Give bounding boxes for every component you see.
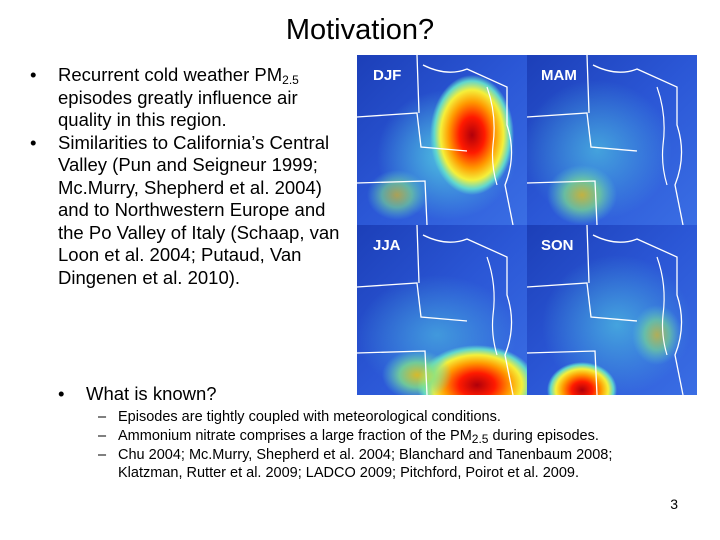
seasonal-maps: DJF MAM JJA bbox=[357, 55, 697, 395]
bullet-text: Recurrent cold weather PM bbox=[58, 64, 283, 85]
heatmap-mam bbox=[527, 55, 697, 225]
map-panel-mam: MAM bbox=[527, 55, 697, 225]
known-heading: What is known? bbox=[58, 383, 217, 405]
heatmap-jja bbox=[357, 225, 527, 395]
bullet-list: Recurrent cold weather PM2.5 episodes gr… bbox=[30, 64, 350, 289]
bullet-item: Similarities to California’s Central Val… bbox=[30, 132, 350, 290]
known-item-text: Ammonium nitrate comprises a large fract… bbox=[118, 428, 472, 444]
bullet-item: Recurrent cold weather PM2.5 episodes gr… bbox=[30, 64, 350, 132]
season-label: SON bbox=[541, 237, 574, 254]
bullet-text: episodes greatly influence air quality i… bbox=[58, 86, 298, 131]
map-panel-djf: DJF bbox=[357, 55, 527, 225]
season-label: MAM bbox=[541, 67, 577, 84]
season-label: JJA bbox=[373, 237, 401, 254]
known-item: Chu 2004; Mc.Murry, Shepherd et al. 2004… bbox=[98, 446, 678, 482]
map-panel-jja: JJA bbox=[357, 225, 527, 395]
known-item: Ammonium nitrate comprises a large fract… bbox=[98, 427, 678, 445]
subscript: 2.5 bbox=[471, 432, 489, 446]
known-list: Episodes are tightly coupled with meteor… bbox=[98, 408, 678, 483]
season-label: DJF bbox=[373, 67, 402, 84]
heatmap-son bbox=[527, 225, 697, 395]
known-heading-text: What is known? bbox=[86, 383, 217, 404]
known-item-text: during episodes. bbox=[488, 428, 599, 444]
slide-title: Motivation? bbox=[285, 14, 435, 46]
page-number: 3 bbox=[670, 496, 678, 512]
known-item: Episodes are tightly coupled with meteor… bbox=[98, 408, 678, 426]
map-panel-son: SON bbox=[527, 225, 697, 395]
heatmap-djf bbox=[357, 55, 527, 225]
subscript: 2.5 bbox=[282, 73, 299, 87]
